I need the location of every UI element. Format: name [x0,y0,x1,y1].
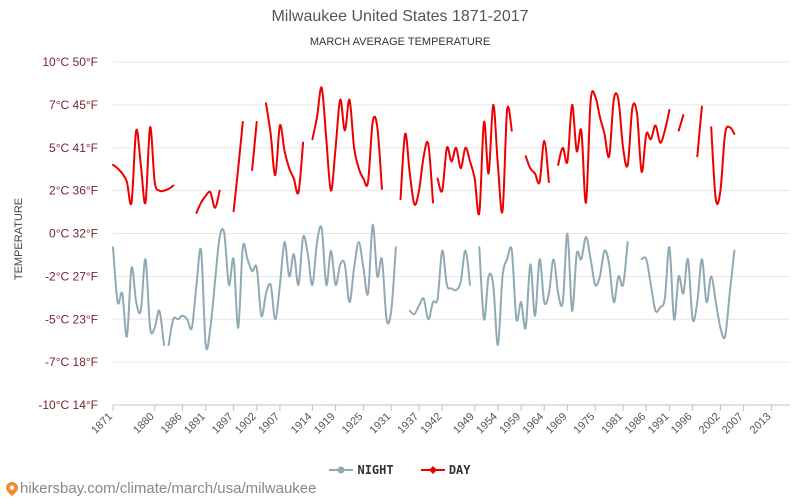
credit-link[interactable]: hikersbay.com/climate/march/usa/milwauke… [6,480,317,497]
y-tick-label: -5°C 23°F [45,312,98,326]
x-tick-label: 1886 [159,411,185,437]
x-tick-label: 2007 [720,411,746,437]
x-tick-label: 1919 [312,411,338,437]
series-lines [112,86,736,351]
night-series-segment-4 [640,246,736,340]
day-series-segment-2 [232,121,244,213]
x-tick-label: 1975 [572,411,598,437]
day-series-segment-4 [265,102,305,195]
chart-title: Milwaukee United States 1871-2017 [271,8,529,25]
day-series-segment-5 [311,86,383,192]
x-tick-label: 1959 [497,411,523,437]
y-tick-label: 0°C 32°F [49,227,98,241]
y-tick-label: 7°C 45°F [49,98,98,112]
y-axis-ticks: 10°C 50°F 7°C 45°F 5°C 41°F 2°C 36°F 0°C 32°… [38,55,98,412]
legend-item-day[interactable]: DAY [420,463,471,477]
y-tick-label: 2°C 36°F [49,184,98,198]
y-axis-label: TEMPERATURE [13,197,25,281]
y-tick-label: -10°C 14°F [38,398,98,412]
x-tick-label: 1969 [544,411,570,437]
y-tick-label: -7°C 18°F [45,355,98,369]
night-series-segment-1 [167,223,397,351]
day-series-segment-0 [112,126,175,206]
x-tick-label: 2013 [748,411,774,437]
legend: NIGHT DAY [0,463,800,479]
legend-item-night[interactable]: NIGHT [329,463,394,477]
x-tick-label: 1964 [521,411,547,437]
x-tick-label: 1871 [89,411,115,437]
x-tick-label: 1907 [256,411,282,437]
x-tick-label: 1981 [599,411,625,437]
day-series-segment-9 [557,90,671,204]
x-tick-label: 1942 [419,411,445,437]
x-tick-label: 1991 [646,411,672,437]
day-series-segment-1 [195,189,221,214]
legend-day-marker [420,466,445,474]
night-series-segment-0 [112,246,165,346]
x-tick-label: 1986 [623,411,649,437]
y-tick-label: 10°C 50°F [42,55,98,69]
y-tick-label: -2°C 27°F [45,269,98,283]
night-series-segment-3 [478,232,629,347]
x-tick-label: 1891 [182,411,208,437]
legend-night-marker [329,466,354,474]
location-pin-icon [6,481,18,496]
grid [113,61,790,406]
x-tick-label: 1937 [395,411,421,437]
day-series-segment-6 [399,132,434,206]
day-series-segment-10 [677,114,685,132]
x-tick-label: 1996 [669,411,695,437]
x-tick-label: 1880 [131,411,157,437]
legend-day-label: DAY [448,463,471,477]
x-tick-label: 1954 [474,411,500,437]
day-series-segment-7 [436,103,513,216]
night-series-segment-2 [408,249,471,321]
x-tick-label: 1925 [340,411,366,437]
day-series-segment-11 [696,105,703,158]
x-tick-label: 1931 [368,411,394,437]
day-series-segment-3 [251,121,258,171]
x-tick-label: 1949 [451,411,477,437]
credit-text: hikersbay.com/climate/march/usa/milwauke… [20,480,317,497]
x-tick-label: 2002 [697,411,723,437]
x-tick-label: 1897 [210,411,236,437]
legend-night-label: NIGHT [357,463,394,477]
day-series-segment-12 [710,125,736,206]
chart-subtitle: MARCH AVERAGE TEMPERATURE [309,36,491,48]
day-series-segment-8 [524,139,550,185]
x-tick-label: 1914 [289,411,315,437]
x-tick-label: 1902 [233,411,259,437]
y-tick-label: 5°C 41°F [49,141,98,155]
